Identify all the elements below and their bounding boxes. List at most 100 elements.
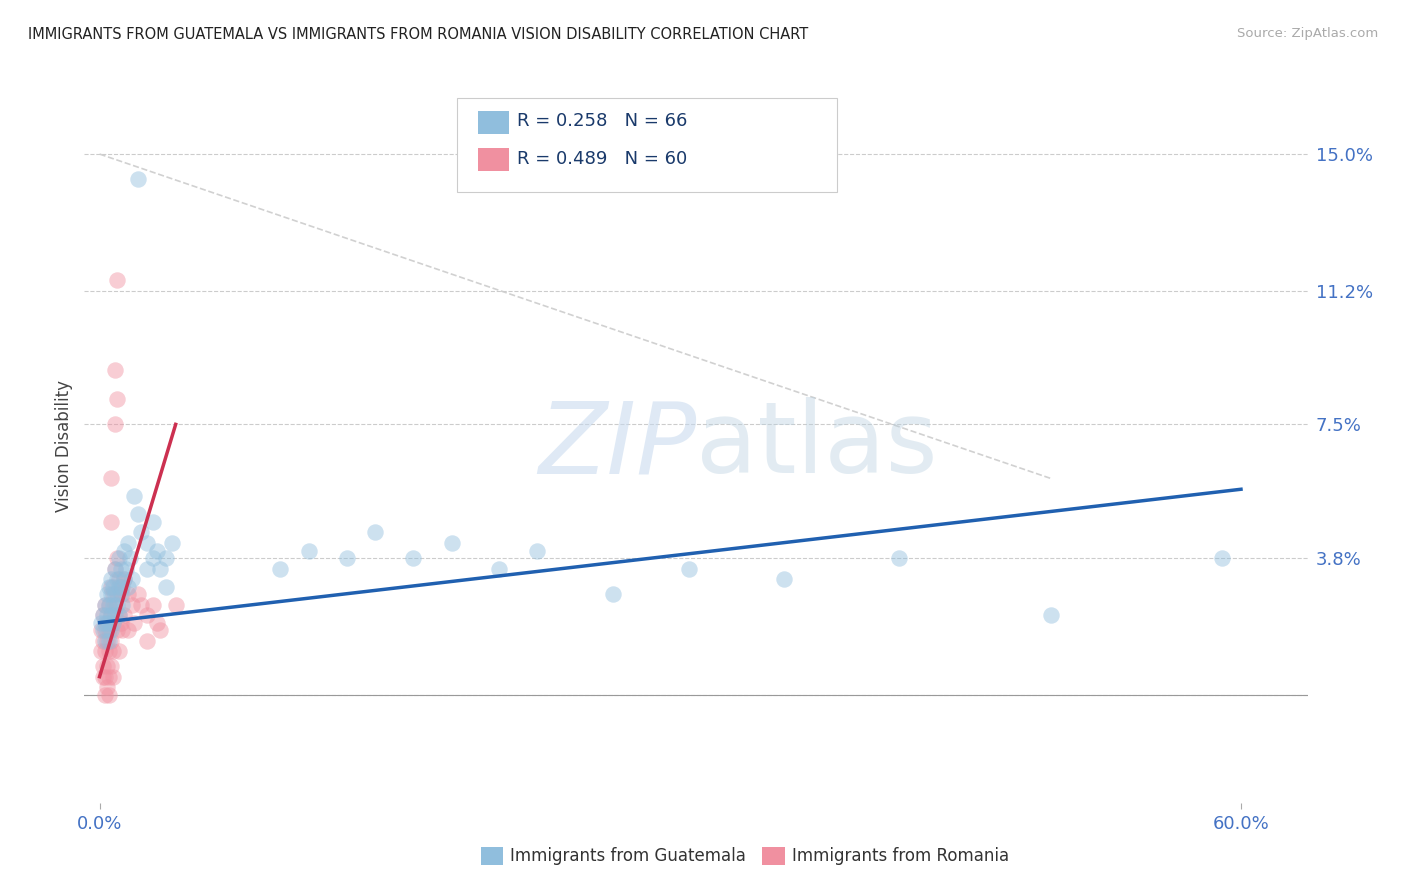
Point — [98, 615, 121, 630]
Point — [104, 417, 127, 432]
Point — [100, 623, 122, 637]
Point — [101, 644, 124, 658]
Point — [104, 561, 127, 575]
Point — [100, 572, 122, 586]
Point — [117, 580, 139, 594]
Point — [127, 172, 149, 186]
Point — [122, 490, 145, 504]
Point — [165, 598, 187, 612]
Point — [887, 550, 910, 565]
Point — [136, 608, 159, 623]
Text: R = 0.489   N = 60: R = 0.489 N = 60 — [517, 150, 688, 168]
Point — [1039, 608, 1062, 623]
Point — [93, 608, 115, 623]
Point — [107, 580, 129, 594]
Point — [131, 598, 153, 612]
Point — [94, 688, 117, 702]
Point — [127, 587, 149, 601]
Point — [94, 670, 117, 684]
Point — [104, 587, 127, 601]
Point — [142, 598, 165, 612]
Point — [100, 658, 122, 673]
Point — [100, 608, 122, 623]
Point — [440, 536, 463, 550]
Point — [149, 561, 172, 575]
Point — [90, 644, 112, 658]
Point — [142, 550, 165, 565]
Point — [96, 623, 118, 637]
Point — [105, 550, 128, 565]
Point — [93, 658, 115, 673]
Text: atlas: atlas — [696, 398, 938, 494]
Point — [111, 580, 134, 594]
Y-axis label: Vision Disability: Vision Disability — [55, 380, 73, 512]
Point — [136, 536, 159, 550]
Point — [107, 550, 129, 565]
Point — [107, 608, 129, 623]
Point — [96, 615, 118, 630]
Point — [101, 615, 124, 630]
Text: IMMIGRANTS FROM GUATEMALA VS IMMIGRANTS FROM ROMANIA VISION DISABILITY CORRELATI: IMMIGRANTS FROM GUATEMALA VS IMMIGRANTS … — [28, 27, 808, 42]
Point — [149, 623, 172, 637]
Point — [110, 587, 132, 601]
Point — [96, 633, 118, 648]
Point — [118, 550, 141, 565]
Point — [131, 525, 153, 540]
Point — [110, 561, 132, 575]
Point — [105, 623, 128, 637]
Point — [98, 688, 121, 702]
Point — [107, 644, 129, 658]
Point — [98, 633, 121, 648]
Point — [112, 608, 135, 623]
Point — [98, 598, 121, 612]
Point — [488, 561, 510, 575]
Point — [127, 508, 149, 522]
Point — [526, 543, 548, 558]
Point — [111, 598, 134, 612]
Point — [105, 598, 128, 612]
Point — [112, 543, 135, 558]
Point — [100, 633, 122, 648]
Point — [117, 623, 139, 637]
Point — [117, 536, 139, 550]
Point — [145, 615, 167, 630]
Point — [101, 615, 124, 630]
Point — [121, 598, 143, 612]
Point — [402, 550, 425, 565]
Point — [100, 587, 122, 601]
Point — [160, 536, 183, 550]
Point — [105, 587, 128, 601]
Point — [111, 623, 134, 637]
Point — [112, 572, 135, 586]
Point — [100, 515, 122, 529]
Point — [94, 644, 117, 658]
Point — [1211, 550, 1233, 565]
Point — [101, 580, 124, 594]
Point — [104, 598, 127, 612]
Point — [98, 670, 121, 684]
Point — [98, 580, 121, 594]
Point — [136, 633, 159, 648]
Point — [122, 615, 145, 630]
Point — [105, 273, 128, 287]
Text: R = 0.258   N = 66: R = 0.258 N = 66 — [517, 112, 688, 130]
Point — [364, 525, 387, 540]
Point — [142, 515, 165, 529]
Point — [105, 572, 128, 586]
Text: Source: ZipAtlas.com: Source: ZipAtlas.com — [1237, 27, 1378, 40]
Point — [96, 658, 118, 673]
Point — [336, 550, 359, 565]
Point — [96, 681, 118, 695]
Point — [93, 608, 115, 623]
Point — [98, 623, 121, 637]
Text: Immigrants from Romania: Immigrants from Romania — [792, 847, 1008, 865]
Point — [98, 598, 121, 612]
Point — [100, 580, 122, 594]
Point — [104, 363, 127, 377]
Point — [145, 543, 167, 558]
Point — [111, 587, 134, 601]
Point — [100, 608, 122, 623]
Point — [136, 561, 159, 575]
Point — [107, 572, 129, 586]
Point — [100, 471, 122, 485]
